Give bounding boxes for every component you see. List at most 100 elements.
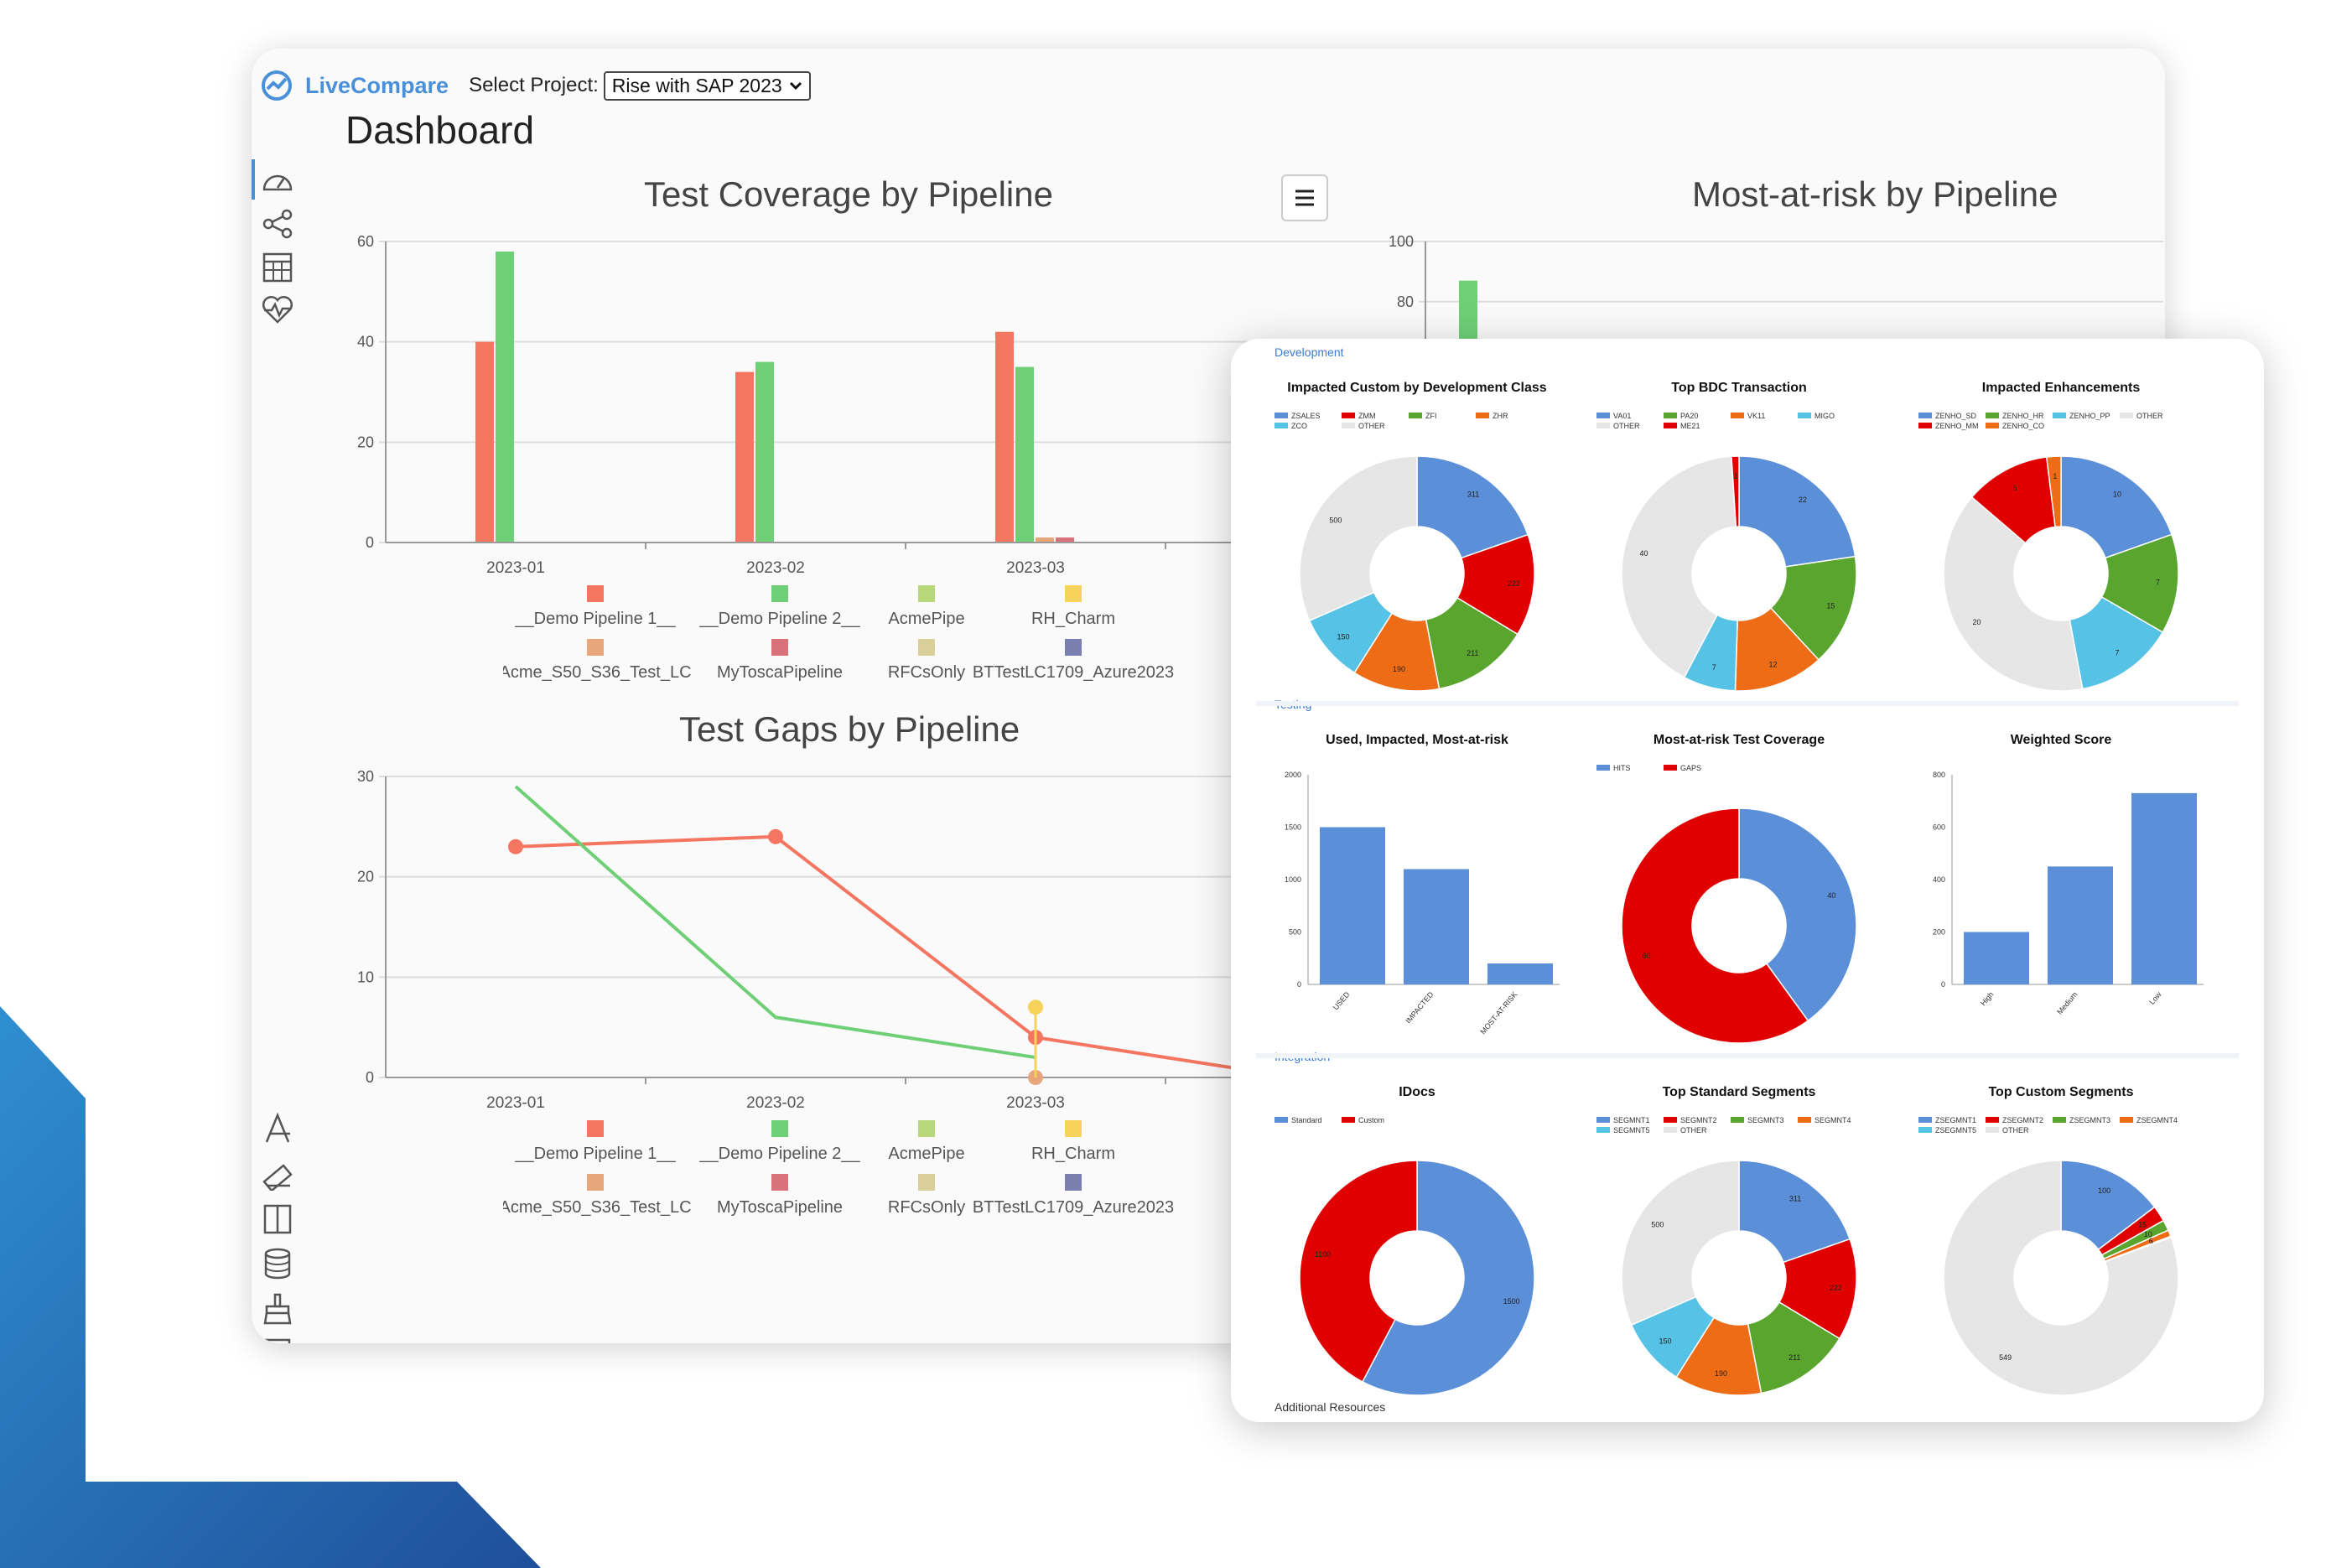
calculator-icon[interactable] xyxy=(260,250,295,285)
legend-label: ZCO xyxy=(1291,422,1307,430)
slice-label: 500 xyxy=(1329,517,1342,525)
brand-name: LiveCompare xyxy=(305,72,449,98)
heart-pulse-icon[interactable] xyxy=(260,292,295,327)
slice-label: 40 xyxy=(1640,549,1648,558)
bar xyxy=(2048,866,2113,984)
legend-swatch xyxy=(1342,1117,1355,1123)
legend-label: BTTestLC1709_Azure2023 xyxy=(973,663,1174,682)
legend-label: ZENHO_PP xyxy=(2069,412,2110,420)
pie-slice xyxy=(2060,455,2173,559)
legend-label: BTTestLC1709_Azure2023 xyxy=(973,1198,1174,1217)
y-tick-label: 600 xyxy=(1933,823,1945,832)
y-tick-label: 500 xyxy=(1289,928,1301,937)
legend-label: ZSEGMNT5 xyxy=(1935,1126,1976,1134)
report-chart-title: IDocs xyxy=(1399,1085,1435,1099)
legend-swatch xyxy=(1798,1117,1811,1123)
legend-label: VK11 xyxy=(1747,412,1765,420)
report-chart-title: Impacted Custom by Development Class xyxy=(1287,381,1547,395)
bar xyxy=(1404,869,1469,984)
y-tick-label: 80 xyxy=(1397,293,1414,310)
user-badge-icon[interactable] xyxy=(260,1337,295,1343)
pie-slice xyxy=(2045,455,2062,528)
legend-label: AcmePipe xyxy=(888,610,964,628)
legend-swatch xyxy=(1596,765,1610,771)
pie-slice xyxy=(2069,595,2164,690)
legend-swatch xyxy=(1664,765,1677,771)
section-divider xyxy=(1256,1053,2239,1058)
chart-menu-button[interactable] xyxy=(1281,174,1328,221)
legend-swatch xyxy=(1986,1117,1999,1123)
legend-label: HITS xyxy=(1613,764,1631,772)
section-divider xyxy=(1256,701,2239,706)
slice-label: 190 xyxy=(1393,665,1405,673)
legend-swatch xyxy=(2053,413,2066,418)
bar xyxy=(1036,537,1054,543)
legend-label: SEGMNT5 xyxy=(1613,1126,1650,1134)
slice-label: 100 xyxy=(2098,1186,2110,1195)
database-icon[interactable] xyxy=(260,1246,295,1281)
slice-label: 40 xyxy=(1827,891,1835,900)
slice-label: 6 xyxy=(2149,1237,2153,1245)
additional-resources-link[interactable]: Additional Resources xyxy=(1275,1400,1386,1414)
project-select-value: Rise with SAP 2023 xyxy=(611,74,782,96)
legend-swatch xyxy=(1918,413,1932,418)
legend-label: __Demo Pipeline 1__ xyxy=(514,1145,676,1163)
legend-swatch xyxy=(918,1174,935,1191)
share-network-icon[interactable] xyxy=(260,206,295,241)
legend-swatch xyxy=(1065,1120,1082,1137)
legend-swatch xyxy=(1664,423,1677,428)
legend-swatch xyxy=(1986,1127,1999,1133)
legend-swatch xyxy=(587,639,604,656)
pie-slice xyxy=(1299,455,1418,622)
ruler-pencil-icon[interactable] xyxy=(260,1155,295,1191)
legend-label: __Demo Pipeline 2__ xyxy=(698,1145,860,1163)
bar xyxy=(1320,827,1385,984)
pie-slice xyxy=(1738,1160,1851,1264)
legend-swatch xyxy=(587,585,604,602)
book-open-icon[interactable] xyxy=(260,1201,295,1236)
y-tick-label: 1000 xyxy=(1285,875,1301,884)
slice-label: 549 xyxy=(1999,1353,2012,1362)
dashboard-gauge-icon[interactable] xyxy=(260,164,295,200)
compass-drafting-icon[interactable] xyxy=(260,1110,295,1145)
chevron-down-icon xyxy=(789,81,802,91)
legend-label: ZENHO_MM xyxy=(1935,422,1979,430)
legend-label: ZSEGMNT4 xyxy=(2136,1116,2178,1124)
legend-label: ZSEGMNT3 xyxy=(2069,1116,2110,1124)
x-tick-label: MOST-AT-RISK xyxy=(1478,990,1519,1036)
bdc-transaction-donut: VA01 PA20 VK11 MIGO OTHER ME21 22 15 12 7 40 1 xyxy=(1596,412,1857,691)
pie-slice xyxy=(1621,807,1809,1043)
legend-label: ZFI xyxy=(1425,412,1437,420)
y-tick-label: 0 xyxy=(366,534,374,551)
slice-label: 6 xyxy=(2013,484,2017,492)
pie-slice xyxy=(1734,607,1820,691)
weighted-score-bar-chart: 0 200 400 600 800 High Medium Low xyxy=(1933,771,2204,1016)
pie-slice xyxy=(1738,455,1856,568)
pie-slice xyxy=(1943,496,2084,691)
legend-swatch xyxy=(1731,413,1744,418)
broom-clean-icon[interactable] xyxy=(260,1291,295,1327)
legend-label: RH_Charm xyxy=(1031,1145,1115,1163)
y-tick-label: 100 xyxy=(1389,233,1414,250)
legend-label: ZSALES xyxy=(1291,412,1321,420)
bar xyxy=(995,331,1014,543)
pie-slice xyxy=(1299,1160,1418,1383)
legend-swatch xyxy=(1409,413,1422,418)
legend-label: __Demo Pipeline 2__ xyxy=(698,610,860,628)
legend-label: ZENHO_HR xyxy=(2002,412,2044,420)
slice-label: 211 xyxy=(1788,1353,1800,1362)
slice-label: 500 xyxy=(1651,1221,1664,1229)
x-tick-label: 2023-03 xyxy=(1006,559,1065,577)
project-select[interactable]: Rise with SAP 2023 xyxy=(603,70,811,101)
y-tick-label: 20 xyxy=(357,869,374,885)
legend-swatch xyxy=(1596,1127,1610,1133)
legend-label: MyToscaPipeline xyxy=(717,663,843,682)
legend-swatch xyxy=(1342,423,1355,428)
pie-slice xyxy=(1943,1160,2179,1395)
legend-swatch xyxy=(1731,1117,1744,1123)
pie-slice xyxy=(1738,807,1857,1022)
slice-label: 1 xyxy=(1734,472,1738,480)
custom-segments-donut: ZSEGMNT1 ZSEGMNT2 ZSEGMNT3 ZSEGMNT4 ZSEGMNT5… xyxy=(1918,1116,2179,1395)
decor-blue-shape xyxy=(0,1006,541,1568)
legend-swatch xyxy=(1275,413,1288,418)
